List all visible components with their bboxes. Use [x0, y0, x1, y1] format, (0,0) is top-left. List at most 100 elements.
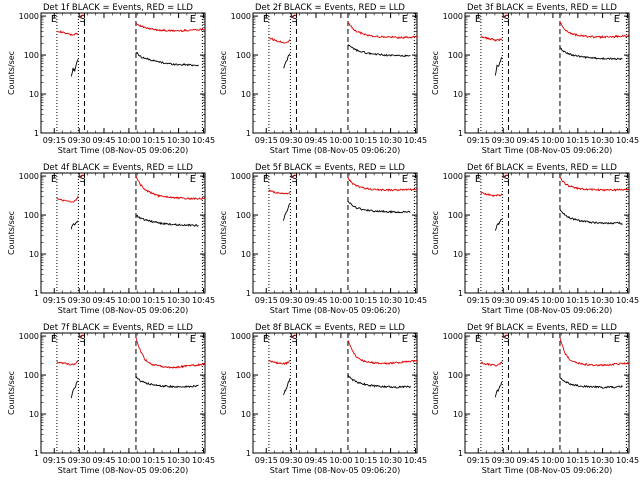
lld-series-line: [135, 22, 205, 33]
lld-series-line: [80, 174, 84, 179]
y-tick-label: 1000: [443, 332, 463, 341]
lld-series-line: [347, 176, 417, 192]
marker-e-label: E: [263, 334, 269, 345]
marker-s-label: S: [503, 14, 509, 25]
lld-series-line: [347, 340, 417, 365]
panel-title: Det 7f BLACK = Events, RED = LLD: [43, 323, 193, 333]
y-tick-label: 10: [241, 250, 251, 259]
x-tick-label: 10:30: [591, 296, 614, 305]
marker-e-label: E: [190, 14, 196, 25]
x-tick-label: 09:15: [43, 296, 66, 305]
x-axis-label: Start Time (08-Nov-05 09:06:20): [482, 146, 612, 155]
y-axis-label: Counts/sec: [431, 51, 440, 95]
y-tick-label: 1: [34, 289, 39, 298]
x-tick-label: 09:15: [43, 456, 66, 465]
y-tick-label: 100: [236, 371, 251, 380]
lld-series-line: [347, 21, 417, 40]
x-tick-label: 10:30: [591, 456, 614, 465]
y-tick-label: 100: [236, 211, 251, 220]
lld-series-line: [268, 37, 291, 44]
lld-series-line: [504, 334, 508, 339]
marker-e-label: E: [190, 174, 196, 185]
x-tick-label: 10:30: [167, 296, 190, 305]
lld-series-line: [504, 14, 508, 19]
lld-series-line: [292, 174, 296, 179]
marker-e-label: E: [402, 334, 408, 345]
x-tick-label: 09:15: [467, 296, 490, 305]
y-axis-label: Counts/sec: [7, 211, 16, 255]
panel-title: Det 2f BLACK = Events, RED = LLD: [255, 3, 405, 13]
x-tick-label: 10:45: [404, 456, 427, 465]
marker-e-label: E: [475, 174, 481, 185]
panel-title: Det 1f BLACK = Events, RED = LLD: [43, 3, 193, 13]
y-axis-label: Counts/sec: [219, 211, 228, 255]
y-tick-label: 1: [246, 289, 251, 298]
events-series-line: [494, 218, 503, 231]
x-tick-label: 09:45: [304, 456, 327, 465]
y-axis-label: Counts/sec: [7, 371, 16, 415]
lld-series-line: [56, 360, 79, 366]
y-tick-label: 10: [29, 90, 39, 99]
axes-frame: [40, 172, 206, 294]
marker-s-label: S: [503, 174, 509, 185]
x-tick-label: 09:15: [255, 296, 278, 305]
x-tick-label: 10:30: [379, 136, 402, 145]
y-tick-label: 100: [448, 211, 463, 220]
y-tick-label: 1000: [443, 12, 463, 21]
y-tick-label: 1: [458, 129, 463, 138]
lld-series-line: [559, 21, 629, 39]
x-tick-label: 10:45: [616, 136, 639, 145]
events-series-line: [283, 53, 291, 69]
y-tick-label: 10: [241, 90, 251, 99]
lld-series-line: [292, 334, 296, 339]
marker-e-label: E: [402, 174, 408, 185]
x-tick-label: 10:15: [142, 296, 165, 305]
lld-series-line: [480, 35, 503, 42]
panel-title: Det 4f BLACK = Events, RED = LLD: [43, 163, 193, 173]
x-tick-label: 09:15: [255, 456, 278, 465]
x-tick-label: 10:30: [379, 456, 402, 465]
y-tick-label: 10: [29, 410, 39, 419]
marker-s-label: S: [79, 14, 85, 25]
x-tick-label: 10:15: [142, 136, 165, 145]
events-series-line: [135, 376, 199, 389]
lld-series-line: [504, 174, 508, 179]
marker-e-label: E: [614, 334, 620, 345]
x-tick-label: 09:45: [92, 136, 115, 145]
marker-e-label: E: [614, 174, 620, 185]
y-axis-label: Counts/sec: [431, 211, 440, 255]
y-tick-label: 1: [458, 289, 463, 298]
x-tick-label: 10:00: [329, 456, 352, 465]
y-tick-label: 10: [241, 410, 251, 419]
events-series-line: [494, 381, 503, 398]
lld-series-line: [559, 176, 629, 192]
marker-e-label: E: [51, 14, 57, 25]
events-series-line: [494, 57, 503, 76]
lld-series-line: [268, 189, 291, 195]
panel-title: Det 3f BLACK = Events, RED = LLD: [467, 3, 617, 13]
x-tick-label: 09:30: [68, 456, 91, 465]
x-tick-label: 10:30: [167, 456, 190, 465]
x-axis-label: Start Time (08-Nov-05 09:06:20): [58, 306, 188, 315]
x-axis-label: Start Time (08-Nov-05 09:06:20): [482, 466, 612, 475]
x-tick-label: 10:45: [616, 296, 639, 305]
marker-s-label: S: [291, 334, 297, 345]
x-axis-label: Start Time (08-Nov-05 09:06:20): [58, 146, 188, 155]
lld-series-line: [80, 334, 84, 339]
x-tick-label: 09:30: [280, 296, 303, 305]
lld-series-line: [559, 338, 629, 367]
panel-title: Det 6f BLACK = Events, RED = LLD: [467, 163, 617, 173]
lld-series-line: [480, 360, 503, 367]
lld-series-line: [292, 14, 296, 19]
y-tick-label: 1000: [443, 172, 463, 181]
y-tick-label: 1: [246, 129, 251, 138]
x-tick-label: 10:45: [192, 136, 215, 145]
y-tick-label: 1: [34, 449, 39, 458]
y-tick-label: 1: [246, 449, 251, 458]
marker-e-label: E: [51, 174, 57, 185]
x-tick-label: 10:15: [142, 456, 165, 465]
x-tick-label: 10:15: [566, 136, 589, 145]
x-tick-label: 09:15: [467, 456, 490, 465]
x-tick-label: 10:45: [404, 296, 427, 305]
